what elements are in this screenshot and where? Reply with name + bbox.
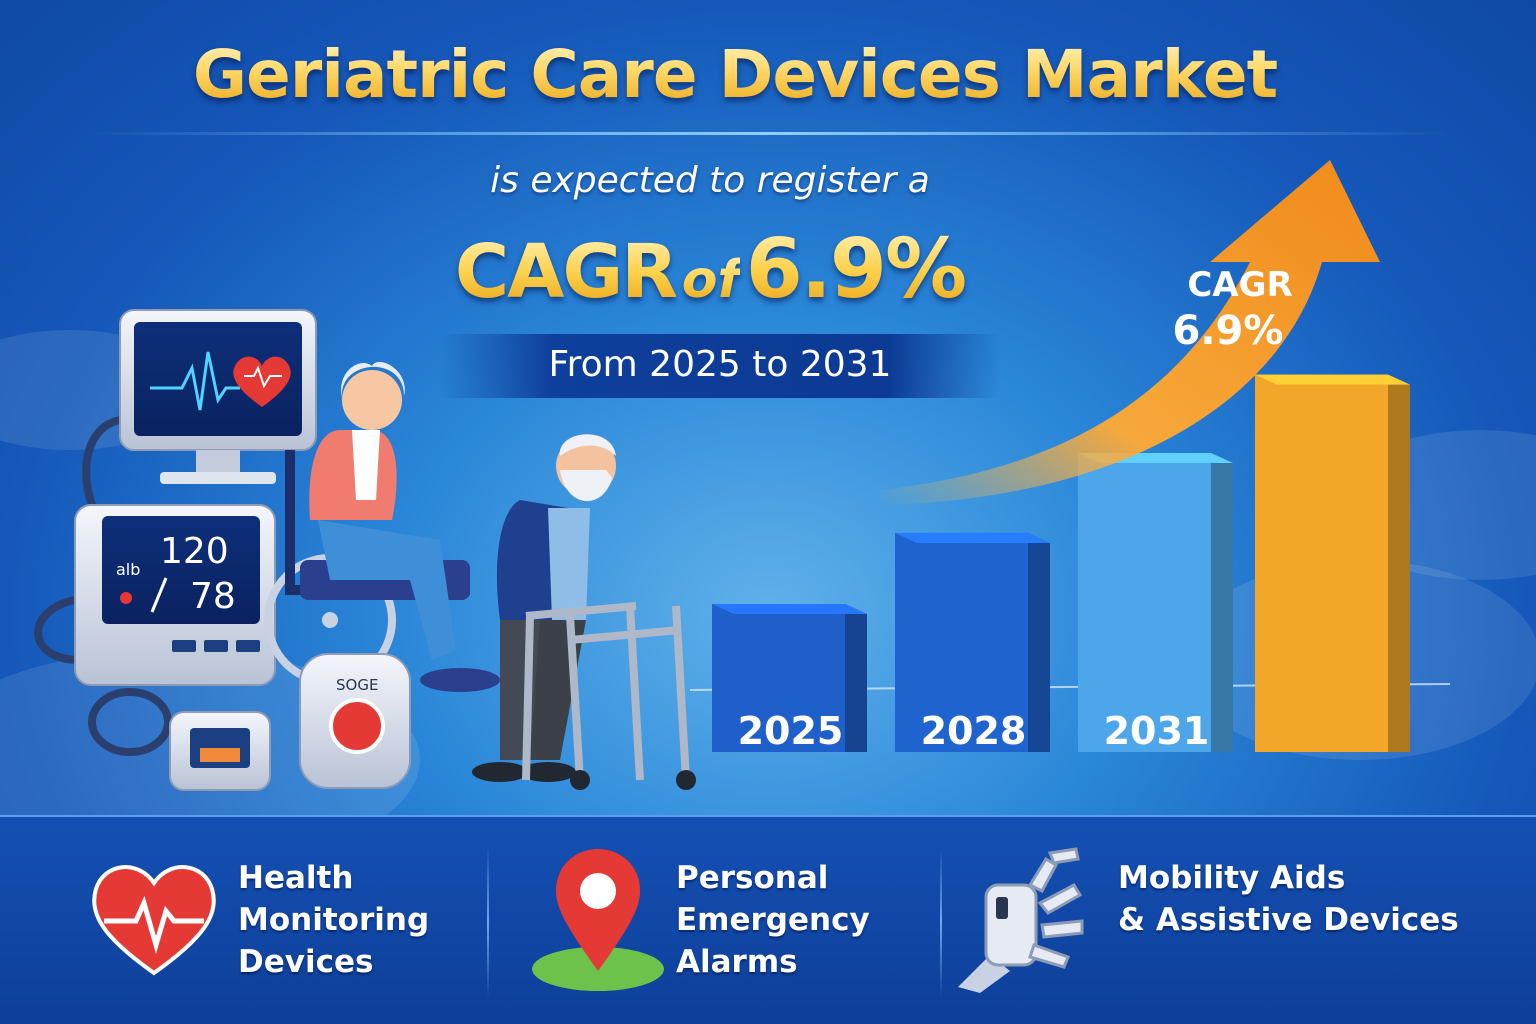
feature-label: Health Monitoring Devices	[238, 860, 430, 980]
bp-unit: alb	[116, 560, 140, 579]
feature-label: Mobility Aids & Assistive Devices	[1118, 860, 1459, 938]
location-pin-icon	[532, 849, 664, 991]
bar-front	[1078, 453, 1211, 752]
bar-2028: 2028	[895, 532, 1050, 753]
bar-projection	[1255, 374, 1410, 752]
bar-category-label: 2028	[921, 709, 1027, 753]
bar-2031: 2031	[1078, 453, 1233, 753]
bar-side	[1388, 374, 1410, 752]
cagr-of: of	[681, 250, 741, 310]
bar-front	[712, 604, 845, 752]
market-growth-chart: 2025 2028 2031 CAGR 6.9%	[689, 160, 1451, 753]
cagr-headline: CAGR of 6.9%	[300, 222, 1120, 317]
hero-section: Geriatric Care Devices Market is expecte…	[0, 0, 1536, 815]
bp-heart-icon	[120, 592, 132, 604]
bar-top	[895, 532, 1050, 543]
heart-pulse-icon	[92, 865, 216, 976]
robotic-hand-icon	[958, 847, 1084, 993]
bp-systolic: 120	[160, 531, 229, 572]
bar-top	[1255, 374, 1410, 385]
ecg-monitor	[82, 309, 317, 544]
emergency-alarm-device: SOGE	[299, 653, 411, 789]
bar-side	[1211, 453, 1233, 752]
bar-side	[845, 604, 867, 752]
subtitle: is expected to register a	[490, 160, 930, 201]
feature-mobility-aids: Mobility Aids & Assistive Devices	[940, 817, 1536, 1024]
feature-bar: Health Monitoring Devices Personal Emerg…	[0, 815, 1536, 1024]
man-with-walker	[472, 434, 696, 790]
arrow-label-cagr: CAGR	[1187, 265, 1292, 305]
bar-top	[712, 604, 867, 614]
title-divider	[90, 132, 1450, 135]
cagr-value: 6.9%	[745, 222, 967, 317]
bar-front	[895, 532, 1028, 752]
feature-divider	[487, 847, 489, 997]
period-band	[440, 334, 1000, 398]
feature-health-monitoring: Health Monitoring Devices	[0, 817, 490, 1024]
period-text: From 2025 to 2031	[548, 344, 892, 385]
bar-front	[1255, 374, 1388, 752]
bar-side	[1028, 532, 1050, 752]
feature-label: Personal Emergency Alarms	[676, 860, 870, 980]
growth-arrow: CAGR 6.9%	[880, 160, 1380, 505]
bar-2025: 2025	[712, 604, 867, 753]
elderly-care-illustration: alb 120 78	[34, 309, 696, 791]
cagr-word: CAGR	[454, 229, 678, 315]
pulse-oximeter	[88, 688, 271, 791]
page-title: Geriatric Care Devices Market	[0, 36, 1470, 113]
ecg-line	[150, 351, 240, 411]
bar-category-label: 2031	[1104, 709, 1210, 753]
arrow-label-value: 6.9%	[1173, 308, 1284, 354]
alarm-label: SOGE	[336, 676, 378, 694]
sos-button-icon	[329, 698, 385, 754]
woman-in-wheelchair	[264, 361, 500, 692]
bp-diastolic: 78	[190, 576, 236, 617]
feature-divider	[940, 847, 942, 997]
bar-category-label: 2025	[738, 709, 844, 753]
feature-emergency-alarms: Personal Emergency Alarms	[490, 817, 940, 1024]
